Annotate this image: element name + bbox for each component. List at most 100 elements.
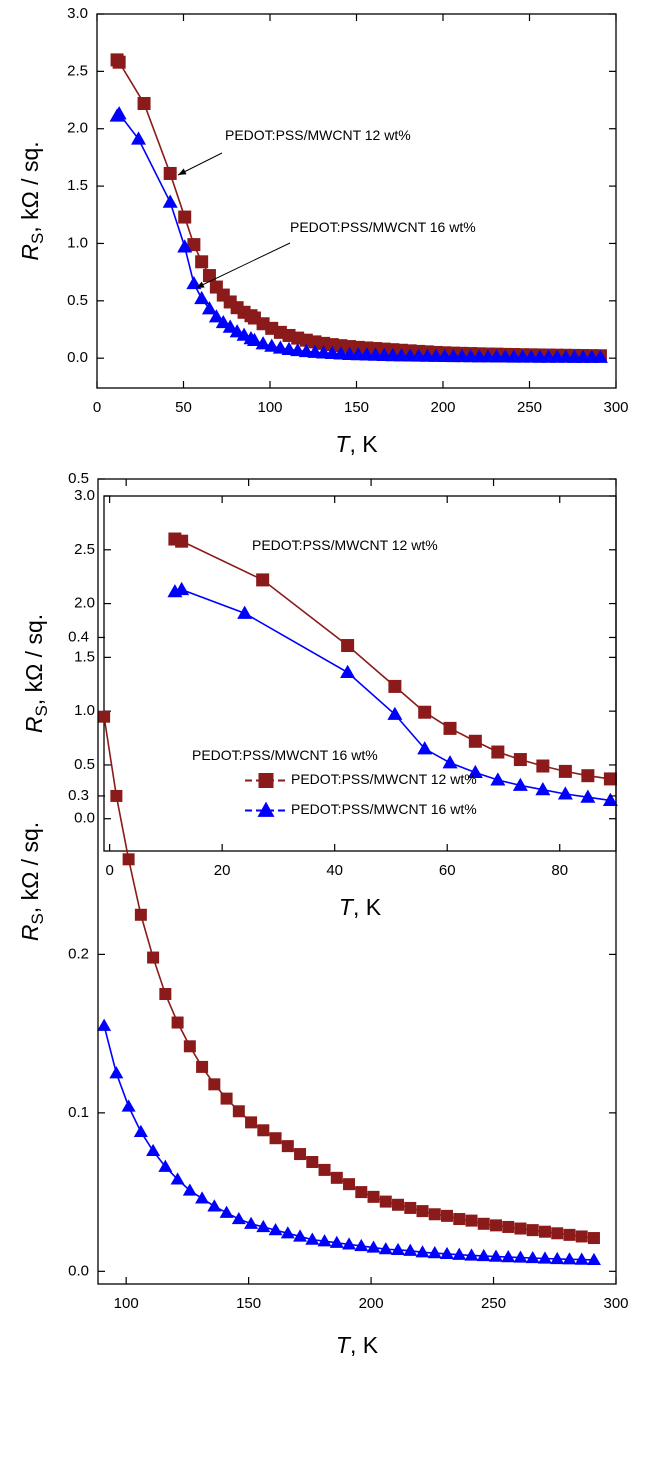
triangle-marker [231,1211,246,1225]
square-marker [441,1209,454,1222]
y-axis-subscript: S [28,913,47,924]
square-marker [137,96,151,110]
triangle-marker [592,349,608,363]
square-marker [202,269,216,283]
triangle-marker [195,1191,210,1204]
triangle-marker [525,1250,540,1264]
y-axis-unit: , kΩ / sq. [21,614,47,705]
y-axis-title: RS, kΩ / sq. [17,822,47,941]
triangle-marker [513,1250,528,1263]
y-tick-label: 1.5 [67,177,88,194]
series-label: PEDOT:PSS/MWCNT 16 wt% [290,219,476,235]
x-tick-label: 100 [257,399,282,416]
y-axis-symbol: R [17,244,43,261]
square-marker [551,1227,564,1240]
square-marker [603,772,617,786]
square-marker [281,1140,294,1153]
y-tick-label: 1.0 [74,702,95,719]
square-marker [306,1155,319,1168]
square-marker [392,1198,405,1211]
square-marker [428,1208,441,1221]
triangle-marker [488,1249,503,1262]
square-marker [163,166,177,180]
square-marker [513,753,527,767]
square-marker [178,210,192,224]
y-axis-title: RS, kΩ / sq. [21,614,51,733]
y-axis-unit: , kΩ / sq. [17,141,43,232]
square-marker [341,639,355,653]
x-axis-unit: , K [349,431,378,457]
triangle-marker [215,314,231,329]
square-marker [343,1178,356,1191]
x-axis-symbol: T [336,1332,352,1358]
triangle-marker [158,1159,173,1172]
triangle-marker [244,1216,259,1229]
y-tick-label: 2.0 [74,595,95,612]
triangle-marker [293,1229,308,1242]
x-axis-title: T, K [335,431,378,457]
square-marker [388,679,402,693]
square-marker [468,734,482,748]
square-marker [245,1116,258,1129]
y-axis-subscript: S [32,705,51,716]
triangle-marker [111,106,127,120]
square-marker [489,1219,502,1232]
triangle-marker [162,194,178,208]
triangle-marker [562,1252,577,1265]
triangle-marker [391,1242,406,1256]
x-tick-label: 200 [430,399,455,416]
square-marker [416,1205,429,1218]
y-tick-label: 2.5 [67,62,88,79]
y-tick-label: 0.2 [68,945,89,962]
square-marker [159,988,172,1001]
square-marker [208,1078,221,1091]
triangle-marker [387,706,403,720]
square-marker [355,1186,368,1199]
plot-frame [96,13,617,389]
y-axis-unit: , kΩ / sq. [17,822,43,913]
square-marker [587,1232,600,1245]
y-tick-label: 2.0 [67,120,88,137]
y-axis-symbol: R [17,925,43,942]
square-marker [404,1201,417,1214]
triangle-marker [440,1246,455,1260]
triangle-marker [146,1143,161,1157]
square-marker [98,710,111,723]
legend-label: PEDOT:PSS/MWCNT 16 wt% [291,801,477,817]
y-axis-subscript: S [28,233,47,244]
triangle-marker [452,1247,467,1260]
square-marker [477,1217,490,1230]
triangle-marker [537,1251,552,1264]
square-marker [581,769,595,783]
triangle-marker [490,772,506,786]
x-tick-label: 50 [175,399,192,416]
annotation-arrow [177,152,223,176]
square-marker [491,745,505,759]
square-marker [147,951,160,964]
square-marker [558,764,572,778]
square-marker [453,1213,466,1226]
y-tick-label: 1.0 [67,234,88,251]
triangle-marker [219,1205,234,1218]
triangle-marker [131,131,147,145]
triangle-marker [268,1223,283,1236]
x-tick-label: 80 [551,862,568,879]
triangle-marker [602,792,618,806]
x-tick-label: 150 [236,1295,261,1312]
y-tick-label: 0.5 [74,756,95,773]
triangle-marker [442,755,458,769]
triangle-marker [557,786,573,800]
square-marker [538,1225,551,1238]
triangle-marker [237,605,253,619]
triangle-marker [280,1226,295,1239]
triangle-marker [257,801,275,817]
triangle-marker [574,1252,589,1265]
x-tick-label: 200 [359,1295,384,1312]
triangle-marker [427,1246,442,1259]
square-marker [257,1124,270,1137]
square-marker [526,1224,539,1237]
triangle-marker [550,1251,565,1265]
square-marker [465,1214,478,1227]
triangle-marker [121,1099,136,1112]
